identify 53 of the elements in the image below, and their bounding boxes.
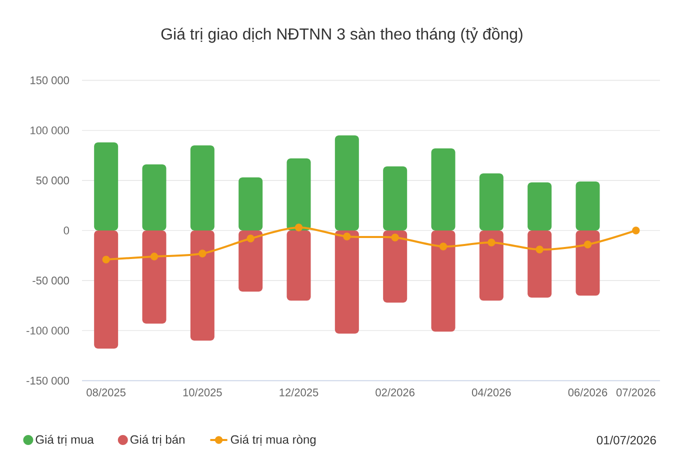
x-tick-label: 07/2026 [616, 388, 656, 396]
point [536, 246, 544, 254]
bar [190, 230, 214, 341]
bar [528, 230, 552, 298]
point [294, 224, 303, 232]
bar [479, 230, 504, 301]
bar [576, 230, 600, 296]
point [488, 238, 496, 246]
point [584, 240, 592, 248]
x-tick-label: 02/2026 [376, 388, 414, 396]
point [343, 232, 351, 240]
legend-label: Giá trị bán [130, 434, 184, 446]
x-tick-label: 08/2025 [86, 388, 126, 396]
y-tick-label: -100 000 [26, 326, 70, 335]
y-tick-label: -50 000 [32, 276, 70, 284]
y-tick-label: 50 000 [36, 176, 70, 184]
point [439, 242, 448, 250]
legend-label: Giá trị mua [36, 434, 94, 446]
point [632, 226, 640, 234]
bar [190, 145, 214, 231]
point [198, 250, 206, 258]
point [102, 256, 110, 264]
bar [334, 135, 359, 231]
bar [334, 230, 359, 334]
legend-label: Giá trị mua ròng [230, 434, 316, 446]
y-tick-label: -150 000 [26, 376, 70, 385]
bar [286, 158, 311, 231]
bar [479, 173, 504, 231]
bar [431, 230, 456, 332]
bar [431, 148, 456, 231]
bar [383, 230, 408, 303]
chart-title: Giá trị giao dịch NĐTNN 3 sàn theo tháng (tỷ đồng) [161, 27, 522, 43]
bar [286, 230, 311, 301]
text: 01/07/2026 [596, 436, 656, 444]
bar [576, 181, 600, 231]
x-tick-label: 04/2026 [472, 388, 511, 396]
bar [238, 177, 263, 231]
bar [142, 164, 166, 231]
point [391, 234, 399, 242]
y-tick-label: 0 [64, 226, 70, 234]
bar [238, 230, 263, 292]
bar [94, 142, 118, 231]
bar [142, 230, 166, 324]
y-tick-label: 100 000 [30, 126, 70, 134]
bar [383, 166, 408, 231]
x-tick-label: 12/2025 [280, 388, 318, 396]
x-tick-label: 06/2026 [568, 388, 608, 396]
bar [94, 230, 118, 349]
bar [528, 182, 552, 231]
x-tick-label: 10/2025 [183, 388, 222, 396]
point [150, 252, 158, 260]
y-tick-label: 150 000 [30, 76, 70, 84]
point [246, 234, 254, 242]
